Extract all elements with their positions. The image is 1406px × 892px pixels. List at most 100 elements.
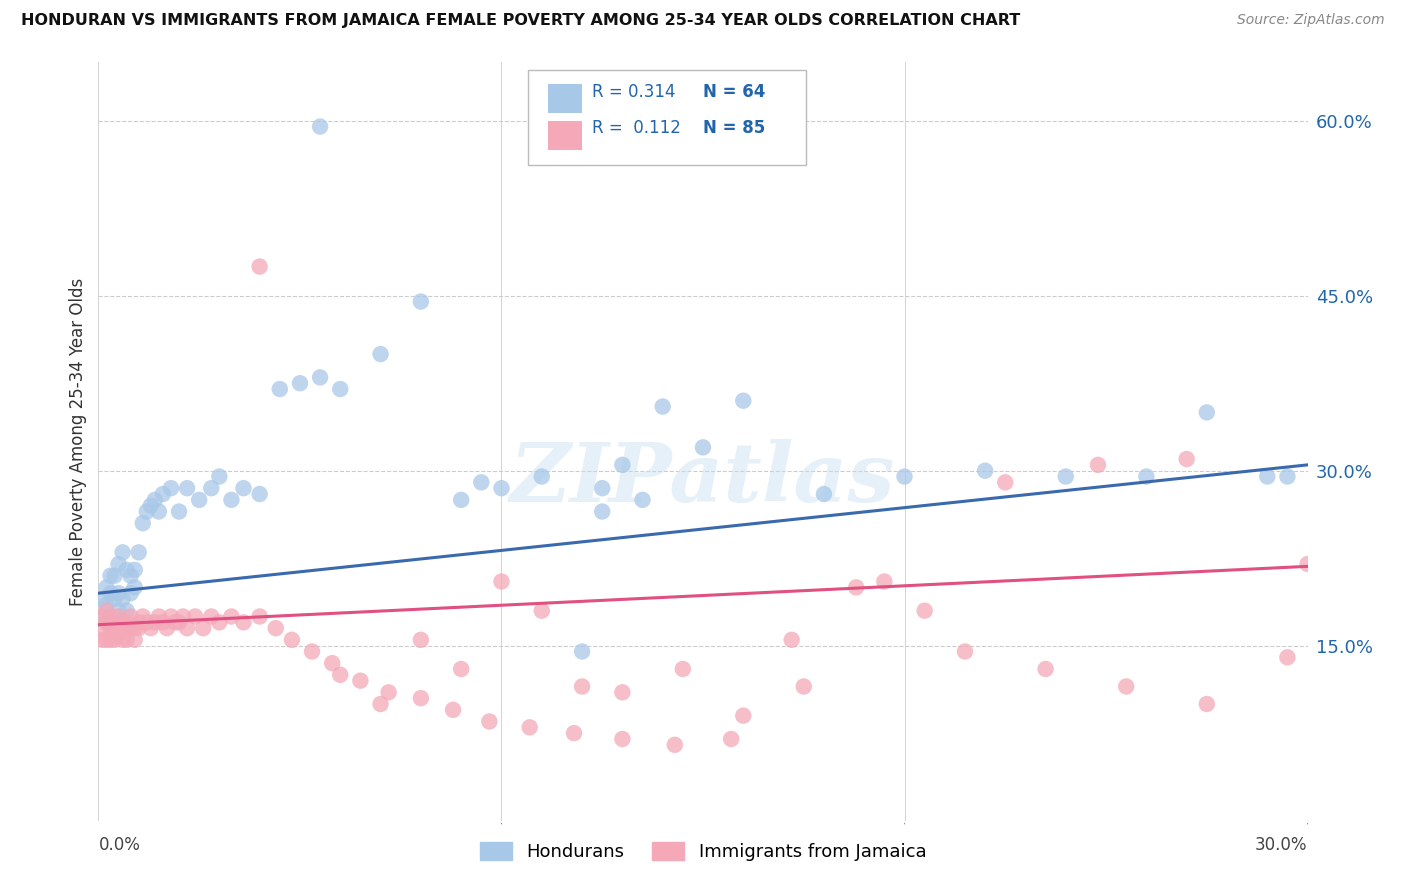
Immigrants from Jamaica — [953, 644, 976, 658]
Immigrants from Jamaica — [115, 621, 138, 635]
Hondurans — [100, 609, 122, 624]
Hondurans — [591, 481, 613, 495]
Immigrants from Jamaica — [111, 632, 134, 647]
Immigrants from Jamaica — [720, 731, 742, 746]
Hondurans — [115, 563, 138, 577]
Text: Source: ZipAtlas.com: Source: ZipAtlas.com — [1237, 13, 1385, 28]
Hondurans — [188, 492, 211, 507]
Immigrants from Jamaica — [873, 574, 896, 589]
Text: N = 85: N = 85 — [703, 120, 765, 137]
Immigrants from Jamaica — [156, 621, 179, 635]
Text: 30.0%: 30.0% — [1256, 836, 1308, 854]
Immigrants from Jamaica — [148, 609, 170, 624]
Hondurans — [200, 481, 222, 495]
Immigrants from Jamaica — [167, 615, 190, 630]
Immigrants from Jamaica — [1175, 452, 1198, 467]
Hondurans — [221, 492, 243, 507]
Hondurans — [176, 481, 198, 495]
Immigrants from Jamaica — [124, 621, 146, 635]
Immigrants from Jamaica — [329, 668, 352, 682]
Immigrants from Jamaica — [301, 644, 323, 658]
Immigrants from Jamaica — [163, 615, 186, 630]
Immigrants from Jamaica — [100, 632, 122, 647]
Hondurans — [96, 615, 118, 630]
Hondurans — [309, 370, 332, 384]
Immigrants from Jamaica — [845, 580, 868, 594]
Hondurans — [631, 492, 654, 507]
Hondurans — [208, 469, 231, 483]
Immigrants from Jamaica — [139, 621, 162, 635]
Text: N = 64: N = 64 — [703, 83, 765, 101]
Hondurans — [91, 592, 114, 607]
Hondurans — [491, 481, 513, 495]
Immigrants from Jamaica — [519, 720, 541, 734]
Immigrants from Jamaica — [132, 609, 155, 624]
Hondurans — [612, 458, 634, 472]
Immigrants from Jamaica — [377, 685, 399, 699]
Immigrants from Jamaica — [1296, 557, 1319, 571]
Immigrants from Jamaica — [221, 609, 243, 624]
Immigrants from Jamaica — [571, 680, 593, 694]
Immigrants from Jamaica — [128, 615, 150, 630]
Immigrants from Jamaica — [249, 609, 271, 624]
Immigrants from Jamaica — [478, 714, 501, 729]
FancyBboxPatch shape — [527, 70, 806, 165]
Hondurans — [96, 598, 118, 612]
Hondurans — [107, 604, 129, 618]
Hondurans — [288, 376, 311, 391]
Text: ZIPatlas: ZIPatlas — [510, 440, 896, 519]
Hondurans — [111, 592, 134, 607]
Hondurans — [91, 609, 114, 624]
Immigrants from Jamaica — [664, 738, 686, 752]
Immigrants from Jamaica — [562, 726, 585, 740]
Immigrants from Jamaica — [107, 621, 129, 635]
Immigrants from Jamaica — [96, 615, 118, 630]
Immigrants from Jamaica — [143, 615, 166, 630]
Text: HONDURAN VS IMMIGRANTS FROM JAMAICA FEMALE POVERTY AMONG 25-34 YEAR OLDS CORRELA: HONDURAN VS IMMIGRANTS FROM JAMAICA FEMA… — [21, 13, 1021, 29]
Immigrants from Jamaica — [103, 615, 125, 630]
Hondurans — [813, 487, 835, 501]
Immigrants from Jamaica — [103, 632, 125, 647]
Immigrants from Jamaica — [780, 632, 803, 647]
Hondurans — [120, 568, 142, 582]
Immigrants from Jamaica — [115, 632, 138, 647]
Immigrants from Jamaica — [135, 615, 157, 630]
Immigrants from Jamaica — [264, 621, 287, 635]
Immigrants from Jamaica — [152, 615, 174, 630]
Hondurans — [167, 504, 190, 518]
Hondurans — [893, 469, 915, 483]
Hondurans — [232, 481, 254, 495]
Immigrants from Jamaica — [612, 685, 634, 699]
Immigrants from Jamaica — [1115, 680, 1137, 694]
Immigrants from Jamaica — [450, 662, 472, 676]
Immigrants from Jamaica — [128, 621, 150, 635]
Hondurans — [571, 644, 593, 658]
Hondurans — [370, 347, 392, 361]
FancyBboxPatch shape — [548, 85, 582, 113]
Hondurans — [309, 120, 332, 134]
Immigrants from Jamaica — [193, 621, 215, 635]
Hondurans — [132, 516, 155, 531]
Immigrants from Jamaica — [107, 609, 129, 624]
Hondurans — [100, 568, 122, 582]
Immigrants from Jamaica — [994, 475, 1017, 490]
Immigrants from Jamaica — [100, 609, 122, 624]
Hondurans — [1195, 405, 1218, 419]
Text: R = 0.314: R = 0.314 — [592, 83, 675, 101]
Immigrants from Jamaica — [349, 673, 371, 688]
Text: 0.0%: 0.0% — [98, 836, 141, 854]
Immigrants from Jamaica — [530, 604, 553, 618]
Immigrants from Jamaica — [370, 697, 392, 711]
Hondurans — [148, 504, 170, 518]
Hondurans — [128, 545, 150, 559]
Immigrants from Jamaica — [1087, 458, 1109, 472]
Hondurans — [160, 481, 183, 495]
Immigrants from Jamaica — [321, 656, 343, 670]
Immigrants from Jamaica — [96, 632, 118, 647]
Immigrants from Jamaica — [111, 615, 134, 630]
Immigrants from Jamaica — [96, 604, 118, 618]
Hondurans — [591, 504, 613, 518]
Immigrants from Jamaica — [491, 574, 513, 589]
Immigrants from Jamaica — [91, 632, 114, 647]
Immigrants from Jamaica — [612, 731, 634, 746]
